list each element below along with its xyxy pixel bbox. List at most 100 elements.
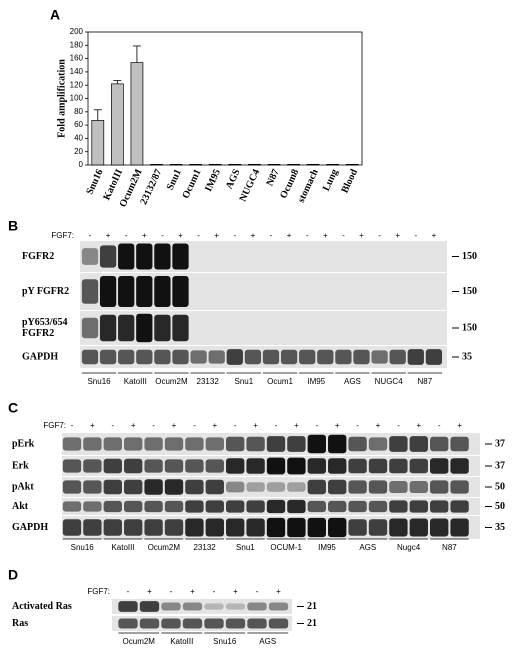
size-marker: 21: [307, 601, 317, 612]
band: [118, 618, 138, 629]
band: [172, 314, 189, 342]
treatment-mark: -: [414, 231, 417, 240]
treatment-mark: +: [142, 231, 147, 240]
size-marker: 37: [495, 438, 505, 449]
band: [154, 243, 171, 270]
band: [103, 519, 122, 536]
band: [287, 436, 306, 452]
band: [450, 500, 469, 513]
band: [307, 479, 326, 495]
band: [83, 519, 102, 536]
band: [246, 458, 265, 474]
band: [83, 501, 102, 512]
band: [368, 519, 388, 536]
band: [266, 517, 286, 538]
treatment-mark: +: [253, 421, 258, 430]
band: [205, 518, 224, 537]
band: [205, 437, 224, 451]
treatment-mark: -: [378, 231, 381, 240]
treatment-mark: +: [251, 231, 256, 240]
band: [430, 518, 449, 537]
treatment-mark: -: [127, 587, 130, 596]
band: [205, 479, 224, 495]
cell-line-label: Snu16: [213, 637, 237, 646]
treatment-label: FGF7:: [43, 421, 66, 430]
band: [164, 479, 184, 495]
band: [205, 500, 224, 513]
band: [266, 457, 286, 475]
treatment-mark: +: [212, 421, 217, 430]
band: [139, 618, 160, 629]
band: [226, 481, 245, 493]
band: [172, 243, 189, 270]
cell-line-label: Ocum2M: [123, 637, 156, 646]
panel-label: D: [8, 567, 18, 583]
band: [430, 458, 449, 474]
treatment-label: FGF7:: [87, 587, 110, 596]
treatment-mark: +: [172, 421, 177, 430]
band: [348, 480, 367, 494]
cell-line-label: KatoIII: [124, 377, 147, 386]
band: [139, 601, 160, 612]
y-tick-label: 100: [70, 94, 84, 103]
band: [144, 479, 163, 495]
band: [307, 517, 326, 538]
bar: [169, 163, 183, 166]
band: [450, 436, 469, 452]
y-axis-title: Fold amplification: [56, 59, 67, 138]
band: [246, 436, 265, 452]
band: [430, 436, 449, 452]
band: [118, 275, 135, 308]
band: [307, 500, 326, 513]
treatment-mark: -: [256, 587, 259, 596]
row-label: pY653/654: [22, 317, 68, 328]
band: [247, 602, 267, 611]
band: [368, 500, 388, 513]
band: [226, 458, 245, 474]
bar: [130, 62, 144, 166]
band: [328, 434, 347, 454]
band: [81, 317, 99, 339]
treatment-mark: +: [359, 231, 364, 240]
band: [450, 518, 469, 537]
cell-line-label: N87: [418, 377, 433, 386]
band: [246, 500, 265, 513]
treatment-mark: +: [294, 421, 299, 430]
error-bar: [93, 109, 102, 121]
treatment-mark: +: [432, 231, 437, 240]
treatment-mark: -: [111, 421, 114, 430]
y-tick-label: 120: [70, 80, 84, 89]
band: [154, 349, 171, 365]
band: [103, 479, 122, 495]
band: [287, 457, 306, 475]
error-bar: [113, 80, 122, 84]
treatment-mark: -: [89, 231, 92, 240]
band: [164, 519, 184, 536]
row-label: pErk: [12, 438, 35, 449]
treatment-mark: -: [342, 231, 345, 240]
band: [226, 518, 245, 537]
band: [118, 314, 135, 342]
treatment-mark: +: [178, 231, 183, 240]
band: [62, 519, 82, 536]
row-label: Erk: [12, 460, 29, 471]
treatment-mark: +: [131, 421, 136, 430]
treatment-mark: -: [438, 421, 441, 430]
size-marker: 50: [495, 501, 505, 512]
band: [182, 618, 203, 629]
panel-label: A: [50, 7, 60, 23]
blot-strip: [80, 311, 447, 345]
band: [389, 349, 406, 365]
band: [368, 437, 388, 451]
y-tick-label: 20: [74, 147, 83, 156]
band: [190, 350, 207, 364]
band: [62, 437, 82, 451]
row-label: Activated Ras: [12, 601, 72, 612]
treatment-mark: -: [170, 587, 173, 596]
treatment-mark: -: [197, 231, 200, 240]
band: [62, 459, 82, 473]
treatment-mark: +: [416, 421, 421, 430]
band: [407, 349, 424, 365]
y-tick-label: 200: [70, 27, 84, 36]
